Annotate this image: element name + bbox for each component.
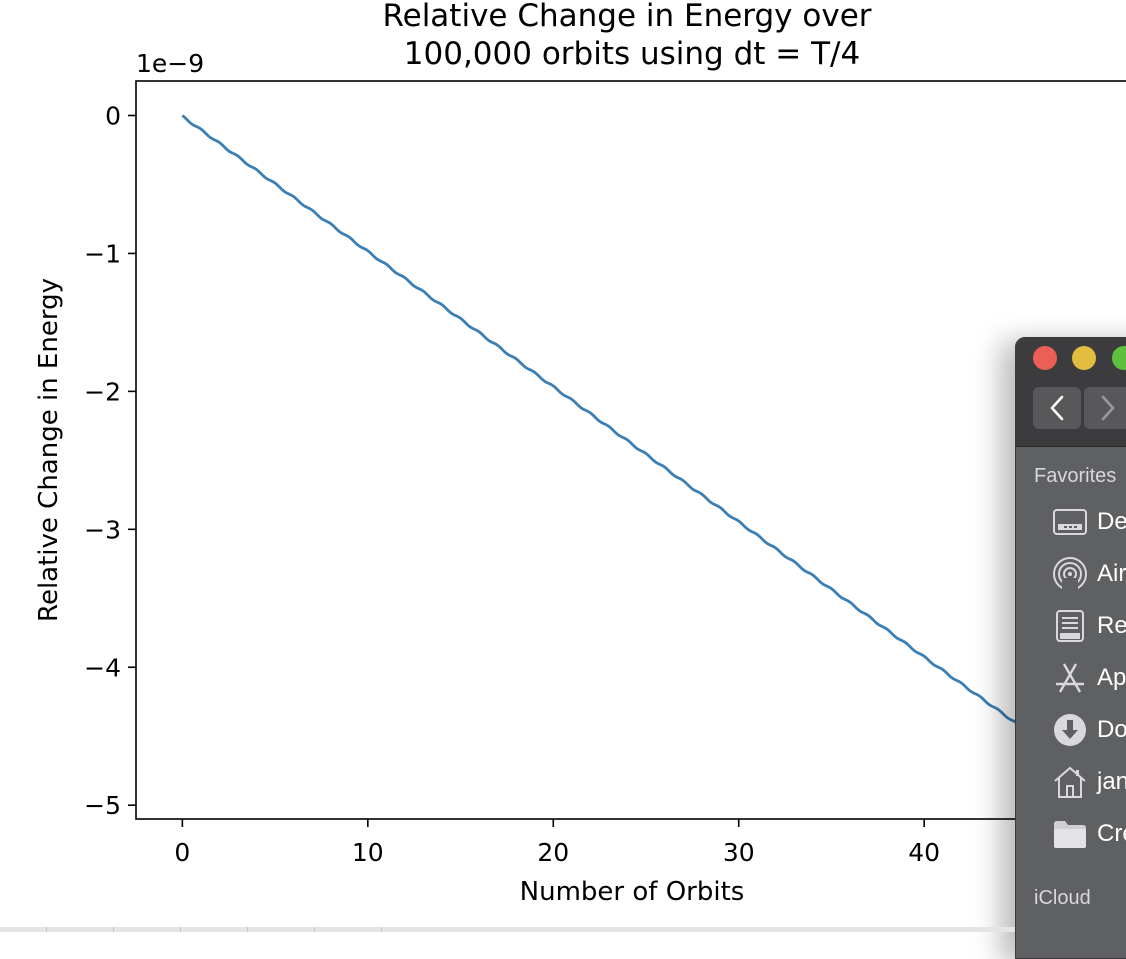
x-tick-label: 30 (723, 838, 755, 867)
sidebar-item-label: jan (1097, 768, 1126, 795)
energy-plot: Relative Change in Energy over 100,000 o… (34, 0, 1126, 907)
chevron-left-icon (1050, 395, 1064, 421)
y-axis-label: Relative Change in Energy (34, 278, 64, 622)
y-axis: 0 −1 −2 −3 −4 −5 (84, 101, 136, 820)
desktop-icon (1052, 504, 1088, 540)
applications-icon (1052, 660, 1088, 696)
sidebar-item-label: Ap (1097, 664, 1126, 691)
chevron-right-icon (1101, 395, 1115, 421)
strip-segment (248, 927, 315, 932)
minimize-window-button[interactable] (1072, 346, 1096, 370)
recents-icon (1052, 608, 1088, 644)
close-window-button[interactable] (1033, 346, 1057, 370)
x-axis-label: Number of Orbits (520, 877, 745, 907)
forward-button[interactable] (1084, 387, 1126, 429)
y-tick-label: −2 (84, 377, 121, 406)
sidebar-item-label: De (1097, 508, 1126, 535)
y-tick-label: −3 (84, 515, 121, 544)
sidebar-item-recents[interactable]: Re (1052, 606, 1126, 646)
series-line (181, 114, 1037, 738)
finder-window[interactable]: Favorites De Air (1015, 337, 1126, 959)
y-tick-label: −1 (84, 239, 121, 268)
downloads-icon (1052, 712, 1088, 748)
strip-segment (47, 927, 114, 932)
x-tick-label: 0 (174, 838, 190, 867)
sidebar-item-home[interactable]: jan (1052, 762, 1126, 802)
chart-title-line-2: 100,000 orbits using dt = T/4 (404, 36, 860, 72)
sidebar-item-downloads[interactable]: Do (1052, 710, 1126, 750)
strip-segment (0, 927, 47, 932)
x-tick-label: 10 (352, 838, 384, 867)
strip-segment (114, 927, 181, 932)
sidebar-item-folder[interactable]: Cre (1052, 814, 1126, 854)
sidebar-item-desktop[interactable]: De (1052, 502, 1126, 542)
sidebar-section-favorites: Favorites (1034, 465, 1117, 487)
sidebar-item-airdrop[interactable]: Air (1052, 554, 1126, 594)
y-tick-label: −5 (84, 791, 121, 820)
x-tick-label: 40 (908, 838, 940, 867)
airdrop-icon (1052, 556, 1088, 592)
x-tick-label: 20 (537, 838, 569, 867)
chart-title-line-1: Relative Change in Energy over (382, 0, 871, 34)
sidebar-section-icloud: iCloud (1034, 887, 1091, 909)
back-button[interactable] (1033, 387, 1081, 429)
finder-toolbar (1016, 338, 1126, 447)
bottom-window-strip (0, 927, 1015, 932)
y-tick-label: −4 (84, 653, 121, 682)
sidebar-item-label: Cre (1097, 820, 1126, 847)
sidebar-item-label: Re (1097, 612, 1126, 639)
sidebar-item-label: Air (1097, 560, 1126, 587)
home-icon (1052, 764, 1088, 800)
folder-icon (1052, 816, 1088, 852)
x-axis: 0 10 20 30 40 (174, 819, 940, 867)
sidebar-item-applications[interactable]: Ap (1052, 658, 1126, 698)
strip-segment (315, 927, 382, 932)
strip-segment (181, 927, 248, 932)
offset-text: 1e−9 (136, 49, 204, 78)
maximize-window-button[interactable] (1112, 346, 1126, 370)
plot-frame (135, 80, 1126, 820)
y-tick-label: 0 (105, 101, 121, 130)
sidebar-item-label: Do (1097, 716, 1126, 743)
